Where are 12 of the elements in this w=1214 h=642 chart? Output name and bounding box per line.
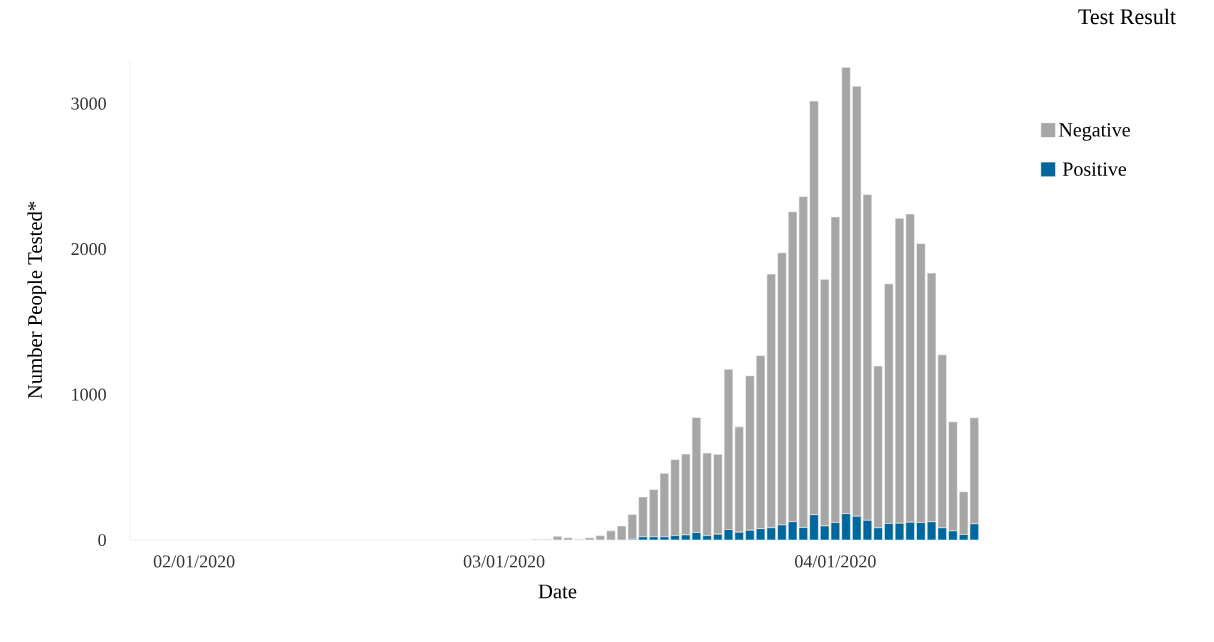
y-tick-label: 1000 — [72, 388, 106, 401]
x-tick-label: 03/01/2020 — [463, 555, 545, 568]
x-axis-title: Date — [538, 584, 577, 599]
x-tick-label: 02/01/2020 — [153, 555, 235, 568]
y-tick-label: 3000 — [71, 97, 106, 110]
y-axis-title: Number People Tested* — [27, 201, 47, 399]
x-tick-label: 04/01/2020 — [795, 555, 876, 568]
y-tick-label: 2000 — [71, 243, 106, 256]
legend-label: Positive — [1062, 162, 1127, 176]
legend-title: Test Result — [1078, 8, 1176, 25]
legend-label: Negative — [1059, 123, 1130, 141]
y-tick-label: 0 — [98, 533, 106, 547]
